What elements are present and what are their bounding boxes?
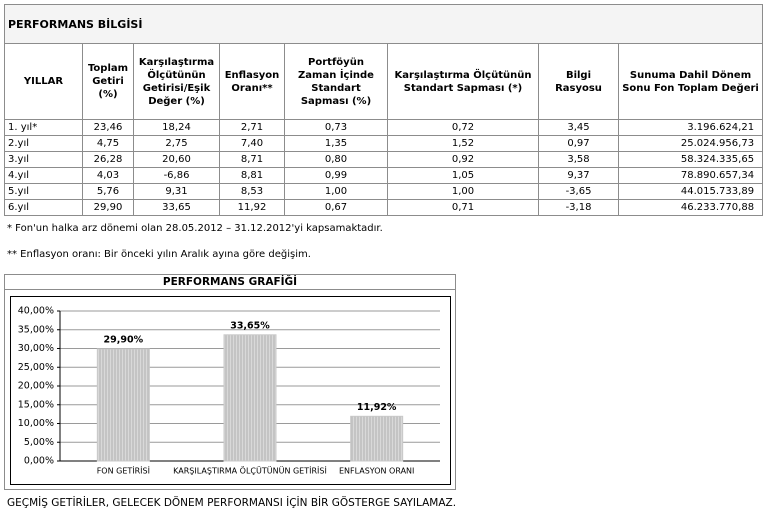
value-label: 11,92% (357, 402, 397, 413)
column-header: Karşılaştırma Ölçütünün Getirisi/Eşik De… (133, 43, 220, 120)
bar (223, 334, 277, 462)
disclaimer: GEÇMİŞ GETİRİLER, GELECEK DÖNEM PERFORMA… (7, 497, 457, 509)
table-row: 6.yıl 29,90 33,65 11,92 0,67 0,71 -3,18 46.233.… (4, 199, 764, 216)
table-cell: -3,18 (538, 199, 619, 216)
value-label: 29,90% (104, 334, 144, 345)
value-label: 33,65% (230, 320, 270, 331)
x-tick-label: KARŞILAŞTIRMA ÖLÇÜTÜNÜN GETİRİSİ (173, 466, 327, 476)
table-cell: 11,92 (219, 199, 285, 216)
x-tick-label: FON GETİRİSİ (97, 466, 150, 476)
performance-table: PERFORMANS BİLGİSİ YILLAR Toplam Getiri (… (3, 4, 764, 216)
y-tick-label: 15,00% (18, 399, 54, 410)
chart-title: PERFORMANS GRAFİĞİ (163, 274, 297, 288)
y-tick-label: 40,00% (18, 306, 54, 317)
x-tick-label: ENFLASYON ORANI (339, 467, 414, 476)
y-tick-label: 0,00% (24, 456, 54, 467)
y-tick-label: 35,00% (18, 324, 54, 335)
table-row: 2.yıl 4,75 2,75 7,40 1,35 1,52 0,97 25.024.956,… (4, 135, 764, 152)
column-header: YILLAR (4, 43, 83, 120)
table-row: 3.yıl 26,28 20,60 8,71 0,80 0,92 3,58 58.324.33… (4, 151, 764, 168)
table-title: PERFORMANS BİLGİSİ (3, 4, 764, 44)
bar (96, 348, 150, 462)
plot-frame (10, 296, 451, 485)
footnote: * Fon'un halka arz dönemi olan 28.05.201… (7, 223, 383, 234)
y-tick-label: 5,00% (24, 437, 54, 448)
table-cell: 0,71 (387, 199, 539, 216)
column-header: Enflasyon Oranı** (219, 43, 285, 120)
column-header: Sunuma Dahil Dönem Sonu Fon Toplam Değer… (617, 43, 764, 120)
y-tick-label: 30,00% (18, 343, 54, 354)
column-header: Karşılaştırma Ölçütünün Standart Sapması… (387, 43, 539, 120)
footnote: ** Enflasyon oranı: Bir önceki yılın Ara… (7, 249, 311, 260)
y-tick-label: 20,00% (18, 381, 54, 392)
y-tick-label: 25,00% (18, 362, 54, 373)
bar (350, 415, 404, 462)
column-header: Toplam Getiri (%) (82, 43, 134, 120)
table-cell: 46.233.770,88 (617, 199, 764, 216)
y-tick-label: 10,00% (18, 418, 54, 429)
